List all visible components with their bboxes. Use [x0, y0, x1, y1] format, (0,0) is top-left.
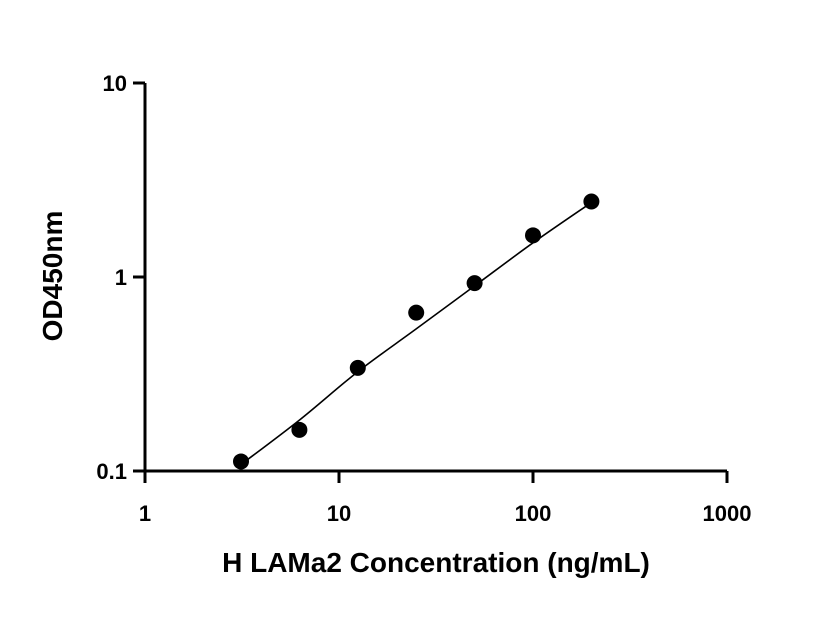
x-axis-title: H LAMa2 Concentration (ng/mL) — [222, 547, 650, 578]
data-point — [583, 193, 600, 210]
y-tick-label: 10 — [103, 71, 127, 96]
data-point — [525, 227, 541, 244]
data-point — [233, 453, 250, 470]
x-tick-label: 1000 — [703, 501, 752, 526]
x-tick-label: 10 — [327, 501, 351, 526]
x-tick-label: 1 — [139, 501, 151, 526]
data-point — [291, 421, 308, 438]
y-tick-label: 1 — [115, 265, 127, 290]
data-point — [466, 275, 483, 292]
y-tick-label: 0.1 — [96, 459, 127, 484]
x-axis-ticks: 1 10 100 1000 — [139, 471, 752, 526]
axes — [143, 83, 727, 473]
data-point — [349, 359, 366, 376]
data-points-layer — [233, 193, 600, 470]
axis-lines — [143, 83, 727, 473]
y-axis-title: OD450nm — [37, 211, 68, 342]
x-tick-label: 100 — [515, 501, 552, 526]
data-point — [408, 304, 425, 321]
y-axis-ticks: 0.1 1 10 — [96, 71, 145, 484]
